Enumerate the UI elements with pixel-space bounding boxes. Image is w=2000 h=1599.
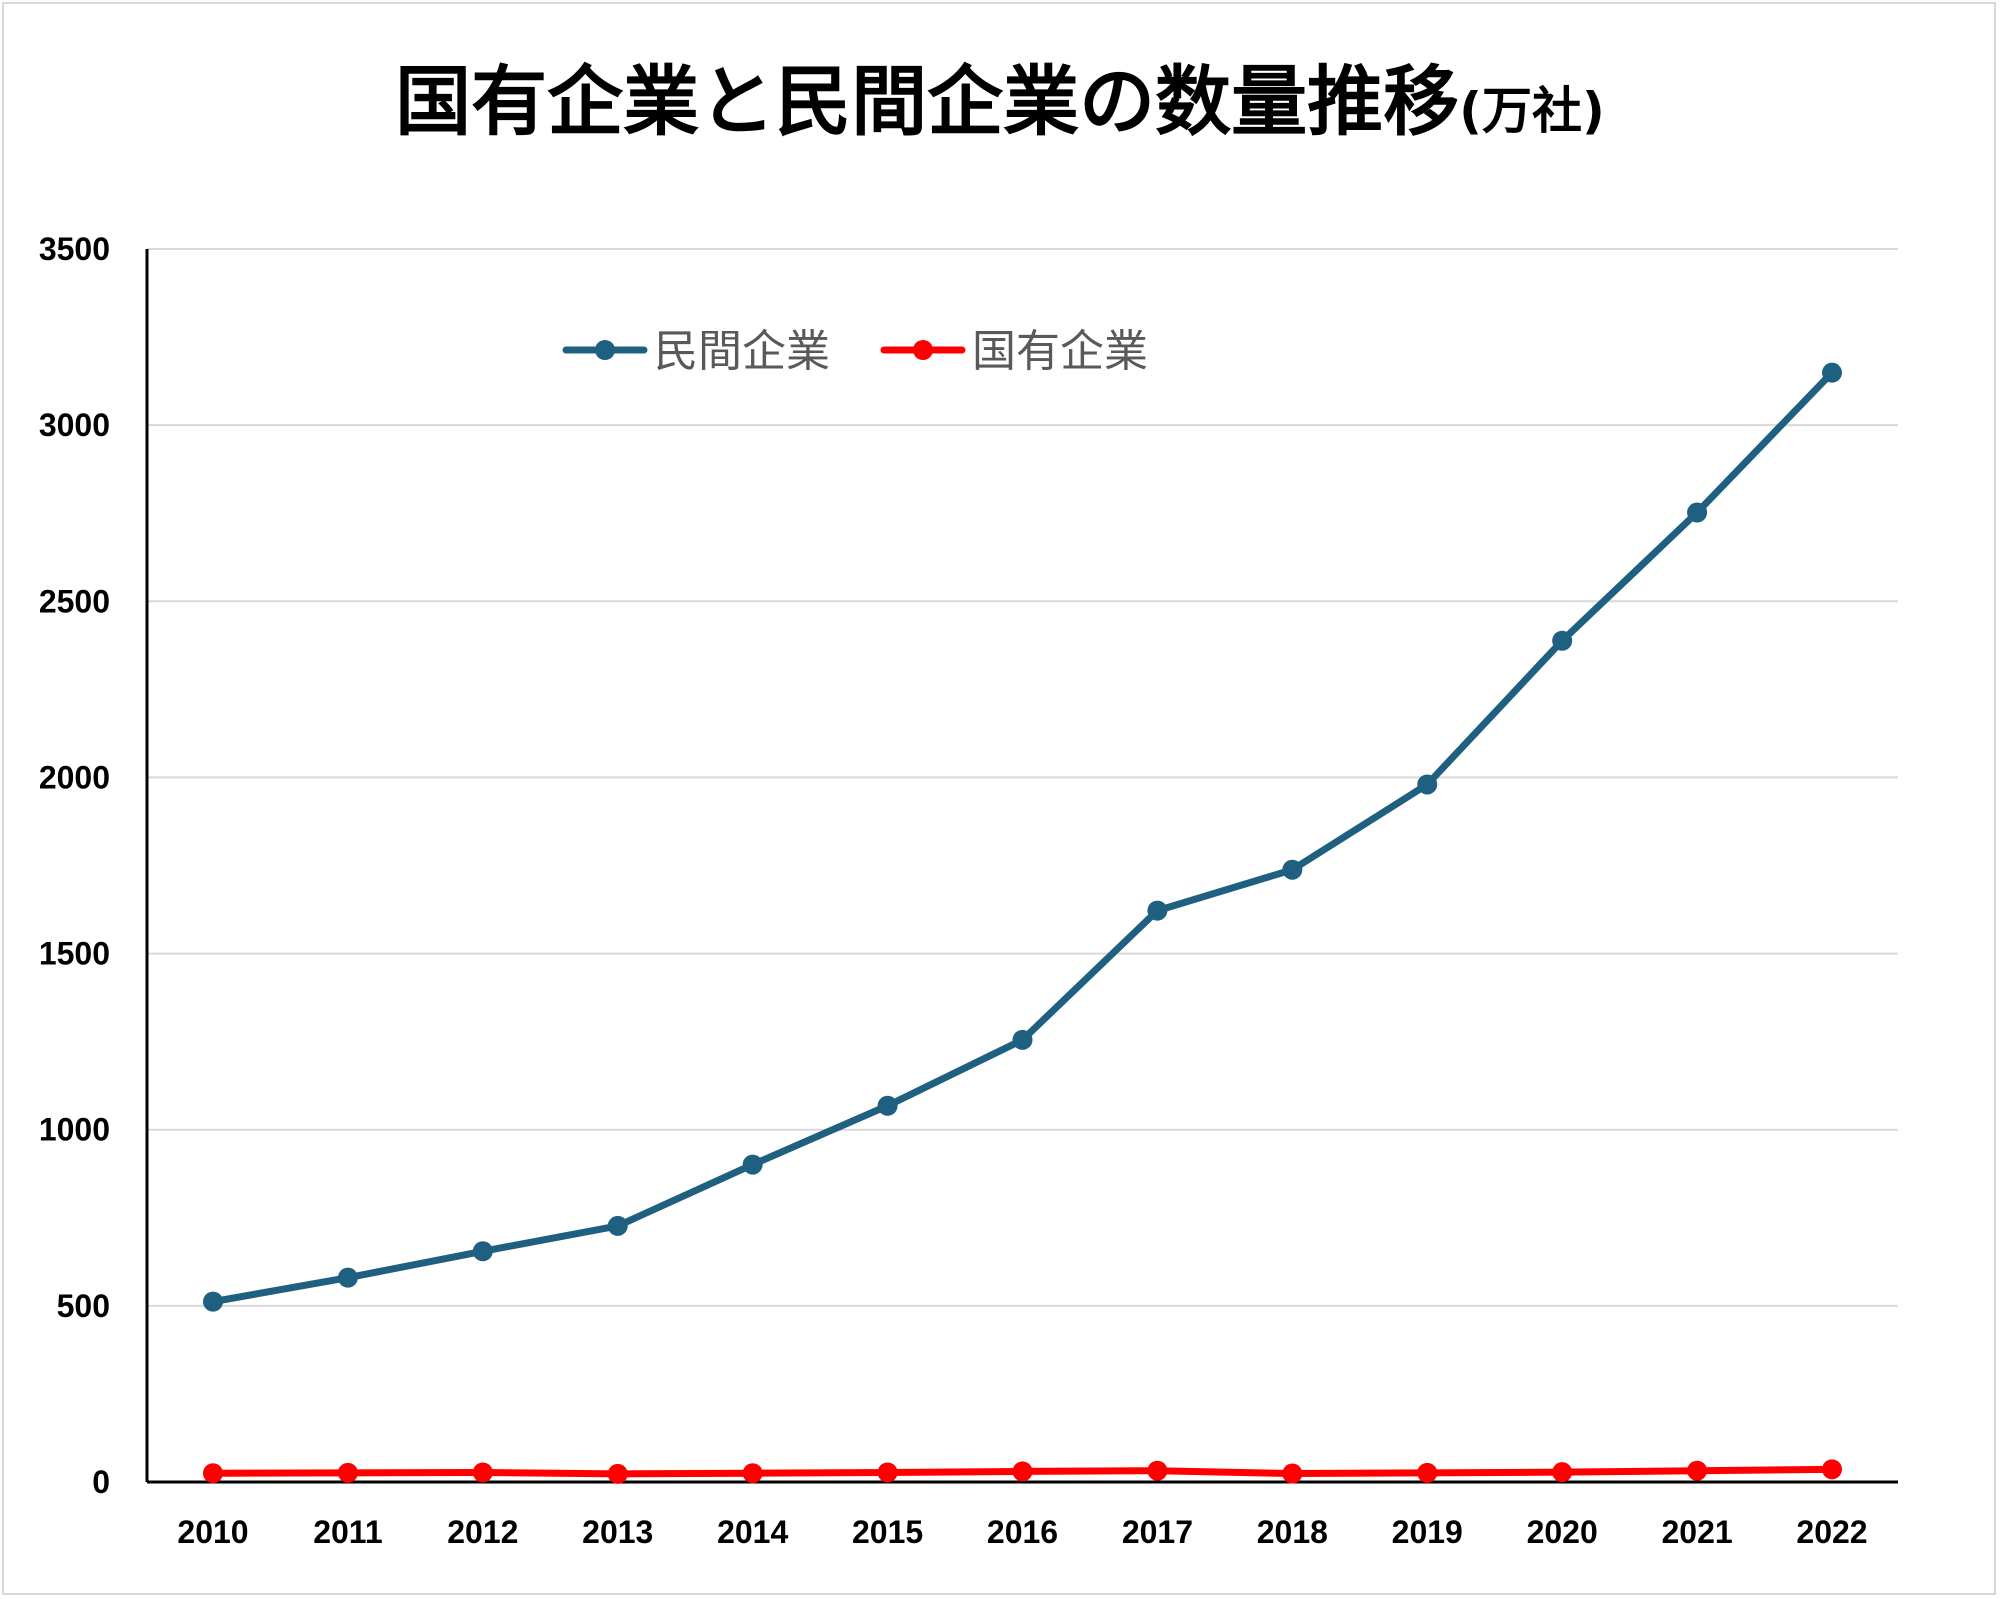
point-2-2020: [1552, 1462, 1573, 1483]
point-1-2017: [1147, 900, 1168, 921]
chart-title-text: 国有企業と民間企業の数量推移: [395, 57, 1460, 146]
point-2-2021: [1687, 1460, 1708, 1481]
x-tick-label-2014: 2014: [717, 1514, 788, 1550]
x-tick-label-2019: 2019: [1392, 1514, 1463, 1550]
point-2-2018: [1282, 1463, 1303, 1484]
point-2-2014: [742, 1463, 763, 1484]
point-2-2011: [337, 1462, 358, 1483]
y-tick-label-0: 0: [92, 1464, 110, 1500]
x-tick-label-2016: 2016: [987, 1514, 1058, 1550]
legend: 民間企業 国有企業: [562, 326, 1148, 377]
point-1-2020: [1552, 630, 1573, 651]
point-2-2017: [1147, 1460, 1168, 1481]
x-tick-label-2010: 2010: [177, 1514, 248, 1550]
point-2-2015: [877, 1462, 898, 1483]
legend-swatch-marker-2: [913, 340, 933, 360]
y-tick-labels: 0 500 1000 1500 2000 2500 3000 3500: [39, 231, 110, 1500]
legend-label-2: 国有企業: [972, 326, 1148, 377]
series-group: [203, 362, 1842, 1484]
point-2-2010: [203, 1463, 223, 1484]
point-1-2011: [337, 1267, 358, 1288]
legend-item-1: 民間企業: [562, 326, 830, 377]
point-2-2022: [1822, 1459, 1842, 1480]
legend-item-2: 国有企業: [880, 326, 1148, 377]
y-tick-label-3500: 3500: [39, 231, 110, 267]
legend-swatch-marker-1: [595, 340, 615, 360]
point-2-2016: [1012, 1461, 1033, 1482]
y-tick-label-2500: 2500: [39, 583, 110, 619]
legend-label-1: 民間企業: [654, 326, 830, 377]
point-1-2021: [1687, 502, 1708, 523]
y-tick-label-2000: 2000: [39, 759, 110, 795]
axes: [145, 249, 1898, 1484]
x-tick-label-2011: 2011: [313, 1514, 382, 1550]
gridlines: [147, 248, 1898, 1307]
chart-title-unit: (万社): [1459, 82, 1605, 140]
x-tick-label-2021: 2021: [1661, 1514, 1732, 1550]
series-1: [203, 362, 1842, 1312]
x-tick-label-2013: 2013: [582, 1514, 653, 1550]
y-tick-label-3000: 3000: [39, 407, 110, 443]
point-1-2018: [1282, 859, 1303, 880]
series-line-1: [209, 369, 1836, 1306]
x-tick-label-2017: 2017: [1122, 1514, 1193, 1550]
point-1-2019: [1417, 774, 1438, 795]
y-tick-label-1000: 1000: [39, 1112, 110, 1148]
point-2-2013: [607, 1463, 628, 1484]
point-1-2015: [877, 1095, 898, 1116]
x-tick-label-2018: 2018: [1257, 1514, 1328, 1550]
point-1-2014: [742, 1154, 763, 1175]
point-1-2010: [203, 1291, 223, 1312]
x-tick-label-2020: 2020: [1527, 1514, 1598, 1550]
point-1-2012: [472, 1241, 493, 1262]
y-tick-label-1500: 1500: [39, 936, 110, 972]
chart-title: 国有企業と民間企業の数量推移(万社): [0, 40, 2000, 150]
series-2: [203, 1459, 1842, 1484]
point-2-2019: [1417, 1462, 1438, 1483]
point-2-2012: [472, 1462, 493, 1483]
y-tick-label-500: 500: [57, 1288, 110, 1324]
x-tick-label-2015: 2015: [852, 1514, 923, 1550]
x-tick-label-2022: 2022: [1796, 1514, 1867, 1550]
point-1-2013: [607, 1215, 628, 1236]
x-tick-labels: 2010 2011 2012 2013 2014 2015 2016 2017 2018 2019…: [177, 1514, 1867, 1550]
point-1-2022: [1822, 362, 1842, 383]
point-1-2016: [1012, 1029, 1033, 1050]
x-tick-label-2012: 2012: [447, 1514, 518, 1550]
